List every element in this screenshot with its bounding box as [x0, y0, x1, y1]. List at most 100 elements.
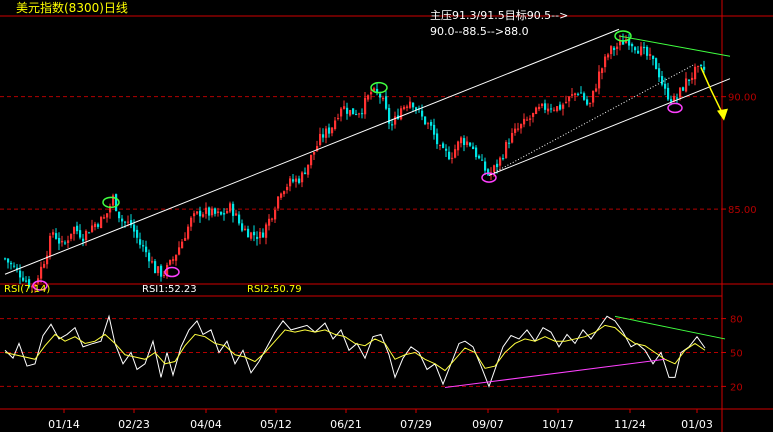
swing-low-marker — [164, 266, 180, 278]
candle-body — [256, 236, 259, 239]
candle-body — [460, 137, 463, 144]
forecast-arrow-line — [700, 67, 724, 115]
candle-body — [85, 230, 88, 241]
x-tick-label: 06/21 — [330, 418, 362, 431]
candle-body — [415, 107, 418, 110]
candle-body — [448, 151, 451, 160]
candle-body — [223, 213, 226, 215]
candle-body — [427, 123, 430, 125]
candle-body — [235, 213, 238, 216]
candle-body — [163, 275, 166, 277]
candle-body — [445, 148, 448, 151]
candle-body — [643, 46, 646, 49]
candle-body — [694, 66, 697, 80]
candle-body — [217, 211, 220, 214]
candle-body — [388, 108, 391, 124]
candle-body — [55, 233, 58, 239]
candle-body — [229, 203, 232, 212]
candle-body — [205, 207, 208, 214]
candle-body — [673, 95, 676, 102]
candle-body — [25, 280, 28, 282]
candle-body — [106, 213, 109, 218]
candle-body — [478, 155, 481, 159]
candle-body — [433, 124, 436, 135]
candle-body — [139, 239, 142, 245]
candle-body — [271, 218, 274, 220]
candle-body — [298, 178, 301, 183]
candle-body — [169, 259, 172, 265]
candle-body — [358, 113, 361, 115]
candle-body — [232, 203, 235, 216]
candle-body — [178, 247, 181, 255]
candle-body — [247, 228, 250, 238]
candle-body — [598, 71, 601, 89]
candle-body — [403, 106, 406, 110]
candle-body — [652, 55, 655, 60]
candle-body — [628, 39, 631, 46]
swing-high-marker — [102, 196, 120, 209]
candle-body — [454, 149, 457, 158]
candle-body — [676, 97, 679, 99]
candle-body — [421, 110, 424, 117]
candle-body — [538, 106, 541, 110]
resistance-line — [618, 35, 731, 57]
candle-body — [79, 230, 82, 238]
annotation-line-2: 90.0--88.5-->88.0 — [430, 25, 529, 38]
candle-body — [91, 225, 94, 232]
candle-body — [70, 233, 73, 239]
candle-body — [379, 93, 382, 98]
candle-body — [514, 128, 517, 133]
candle-body — [508, 142, 511, 144]
candle-body — [439, 145, 442, 147]
candle-body — [481, 159, 484, 161]
candle-body — [88, 232, 91, 234]
candle-body — [112, 195, 115, 206]
candle-body — [622, 40, 625, 45]
candle-body — [607, 54, 610, 58]
candle-body — [487, 169, 490, 175]
candle-body — [463, 138, 466, 146]
candle-body — [436, 133, 439, 145]
candle-body — [283, 191, 286, 195]
candle-body — [685, 78, 688, 92]
candle-body — [31, 286, 34, 288]
candle-body — [124, 221, 127, 223]
candle-body — [325, 128, 328, 138]
candle-body — [493, 165, 496, 172]
candle-body — [520, 124, 523, 129]
candle-body — [391, 124, 394, 126]
candle-body — [406, 106, 409, 108]
candle-body — [604, 56, 607, 68]
candle-body — [97, 224, 100, 227]
candle-body — [394, 116, 397, 125]
swing-low-marker — [667, 102, 683, 114]
candle-body — [565, 101, 568, 103]
candle-body — [16, 267, 19, 270]
candle-body — [700, 65, 703, 67]
candle-body — [613, 47, 616, 51]
swing-high-marker — [370, 81, 388, 94]
candle-body — [469, 142, 472, 146]
candle-body — [172, 259, 175, 261]
candle-body — [691, 77, 694, 80]
candle-body — [535, 107, 538, 115]
candle-body — [181, 241, 184, 249]
x-tick-label: 09/07 — [472, 418, 504, 431]
candle-body — [661, 76, 664, 85]
candle-body — [385, 96, 388, 109]
candle-body — [688, 79, 691, 81]
candle-body — [349, 110, 352, 116]
candle-body — [616, 46, 619, 49]
candle-body — [292, 179, 295, 182]
candle-body — [430, 121, 433, 126]
candle-body — [595, 88, 598, 92]
candle-body — [577, 93, 580, 95]
candle-body — [127, 221, 130, 223]
candle-body — [61, 240, 64, 243]
candle-body — [592, 90, 595, 103]
candle-body — [28, 279, 31, 287]
candle-body — [571, 94, 574, 96]
candle-body — [286, 186, 289, 191]
candle-body — [82, 238, 85, 242]
